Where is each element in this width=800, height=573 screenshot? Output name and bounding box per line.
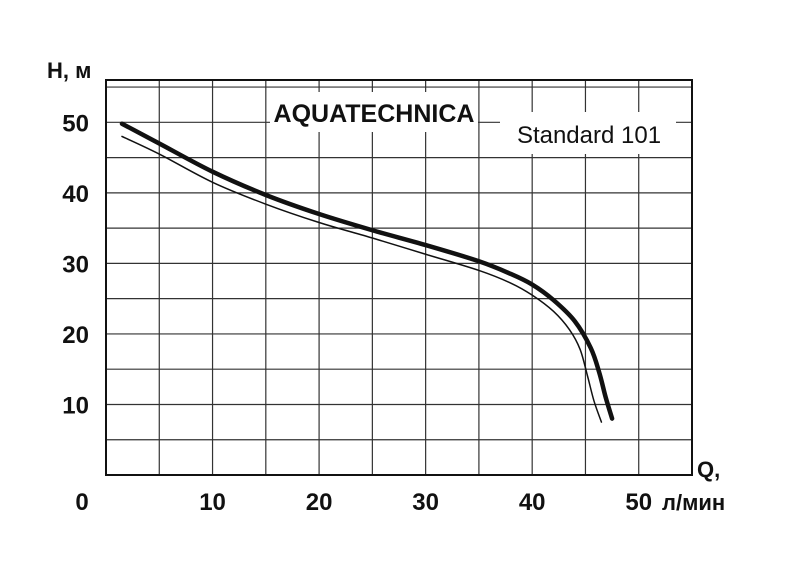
tick-labels: 0 10 20 30 40 50 10 20 30 40 50: [62, 110, 652, 516]
y-axis-label: H, м: [47, 58, 91, 83]
x-tick-label: 50: [625, 489, 652, 516]
plot-frame: [105, 79, 693, 476]
chart-title: AQUATECHNICA: [274, 100, 475, 128]
grid-lines: [106, 80, 692, 475]
x-tick-label: 20: [306, 489, 333, 516]
y-tick-label: 50: [62, 110, 89, 137]
x-axis-label: Q,: [697, 457, 720, 482]
x-axis-unit-label: л/мин: [662, 490, 725, 515]
x-tick-label: 30: [412, 489, 439, 516]
x-tick-label: 10: [199, 489, 226, 516]
performance-curves: [119, 121, 615, 423]
model-box: [500, 112, 676, 154]
x-tick-label: 0: [75, 489, 88, 516]
y-tick-label: 30: [62, 251, 89, 278]
series-line-secondary: [121, 135, 603, 423]
y-tick-label: 10: [62, 392, 89, 419]
chart-subtitle: Standard 101: [517, 122, 661, 149]
series-line-primary: [119, 121, 615, 421]
brand-box: [270, 92, 478, 132]
y-tick-label: 20: [62, 322, 89, 349]
x-tick-label: 40: [519, 489, 546, 516]
y-tick-label: 40: [62, 181, 89, 208]
